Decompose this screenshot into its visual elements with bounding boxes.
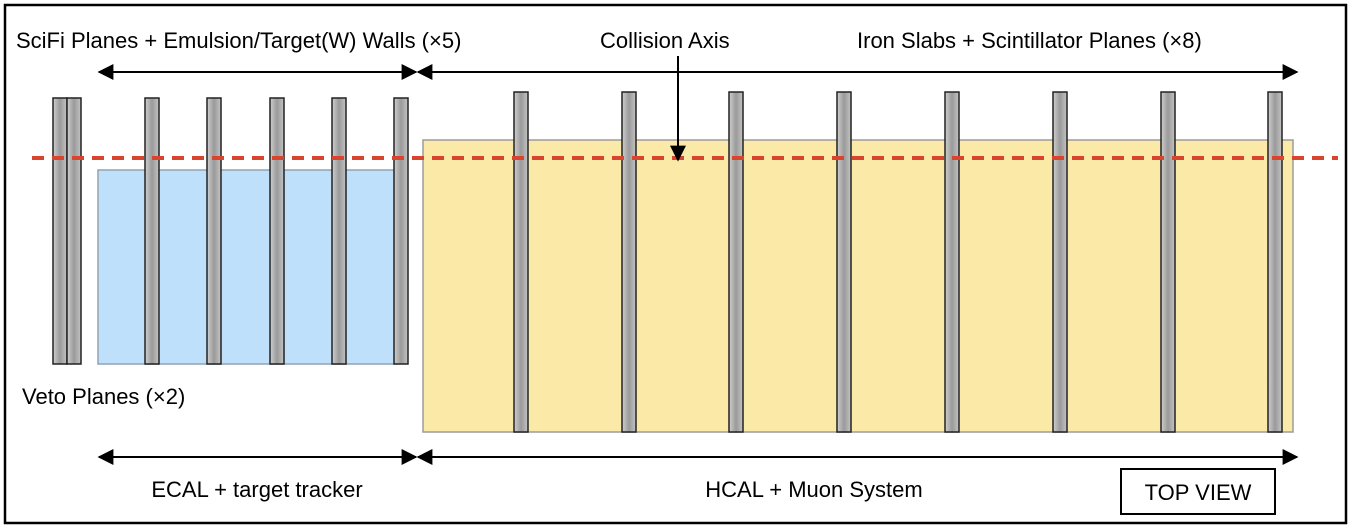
scintillator-plane: [621, 91, 637, 433]
scifi-planes: [144, 97, 409, 365]
hcal-muon-label: HCAL + Muon System: [705, 477, 922, 502]
scifi-plane: [393, 97, 409, 365]
scifi-plane: [144, 97, 160, 365]
ecal-region: [97, 169, 397, 365]
top-view-label: TOP VIEW: [1145, 480, 1252, 505]
scifi-plane: [206, 97, 222, 365]
veto-plane: [66, 97, 82, 365]
veto-plane: [52, 97, 68, 365]
scintillator-plane: [728, 91, 744, 433]
hcal-region: [422, 139, 1294, 433]
outer-border: [3, 3, 1348, 525]
scintillator-plane: [944, 91, 960, 433]
scintillator-plane: [513, 91, 529, 433]
ecal-tracker-label: ECAL + target tracker: [151, 477, 362, 502]
collision-axis-label: Collision Axis: [600, 28, 730, 53]
iron-slabs-label: Iron Slabs + Scintillator Planes (×8): [857, 28, 1202, 53]
scifi-walls-label: SciFi Planes + Emulsion/Target(W) Walls …: [16, 28, 461, 53]
scintillator-plane: [1267, 91, 1283, 433]
scintillator-plane: [1160, 91, 1176, 433]
scintillator-planes: [513, 91, 1283, 433]
scintillator-plane: [836, 91, 852, 433]
scifi-plane: [269, 97, 285, 365]
scifi-plane: [331, 97, 347, 365]
veto-planes: [52, 97, 82, 365]
top-view-box: [1120, 468, 1276, 515]
veto-planes-label: Veto Planes (×2): [22, 384, 185, 409]
scintillator-plane: [1052, 91, 1068, 433]
